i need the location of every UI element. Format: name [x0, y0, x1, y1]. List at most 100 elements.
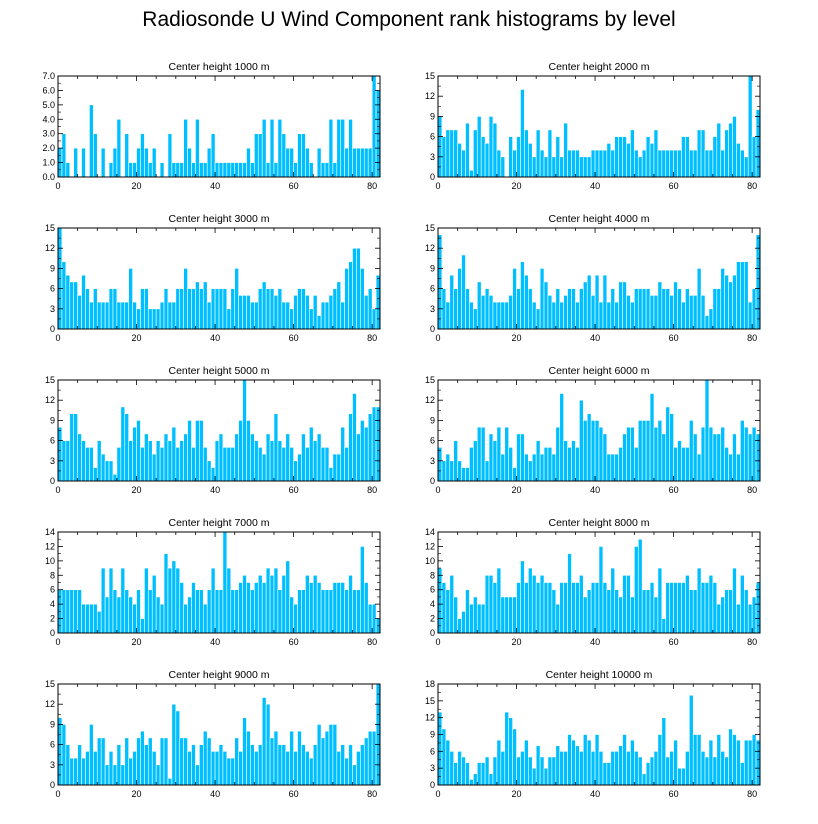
- histogram-bar: [367, 730, 373, 786]
- histogram-bar: [673, 739, 678, 786]
- histogram-bar: [543, 582, 549, 634]
- histogram-bar: [504, 301, 509, 330]
- histogram-bar: [512, 149, 517, 178]
- histogram-bar: [606, 143, 612, 178]
- histogram-bar: [293, 460, 298, 482]
- histogram-bar: [116, 447, 122, 482]
- histogram-bar: [344, 268, 349, 330]
- histogram-bar: [85, 447, 90, 482]
- x-tick-label: 80: [367, 333, 377, 343]
- histogram-bar: [685, 447, 690, 482]
- histogram-bar: [183, 118, 188, 178]
- histogram-bar: [480, 295, 486, 330]
- histogram-bar: [246, 420, 251, 482]
- histogram-bar: [124, 737, 129, 786]
- x-tick-label: 60: [669, 181, 679, 191]
- histogram-bar: [634, 149, 639, 178]
- histogram-bar: [289, 447, 294, 482]
- histogram-bar: [254, 440, 259, 482]
- histogram-bar: [449, 574, 455, 634]
- histogram-bar: [112, 473, 118, 482]
- histogram-bar: [637, 756, 643, 786]
- histogram-bar: [685, 136, 690, 178]
- x-tick-label: 40: [590, 333, 600, 343]
- histogram-bar: [73, 757, 78, 786]
- x-tick-label: 20: [512, 637, 522, 647]
- histogram-bar: [747, 739, 753, 786]
- x-tick-label: 0: [435, 637, 440, 647]
- histogram-bar: [704, 149, 710, 178]
- histogram-bar: [360, 268, 365, 330]
- histogram-bar: [649, 393, 655, 482]
- histogram-bar: [242, 295, 247, 330]
- histogram-bar: [484, 460, 490, 482]
- histogram-bar: [132, 162, 137, 178]
- histogram-bar: [230, 162, 236, 178]
- histogram-bar: [755, 739, 761, 786]
- histogram-bar: [289, 730, 294, 786]
- y-tick-label: 18: [425, 679, 435, 689]
- histogram-panel: Center height 2000 m 0 20 40 60 80 0 3 6 9 12 15: [425, 61, 761, 191]
- histogram-bar: [312, 295, 318, 330]
- y-tick-label: 12: [45, 395, 55, 405]
- histogram-bar: [210, 133, 216, 178]
- histogram-bar: [348, 261, 353, 330]
- x-tick-label: 0: [55, 333, 60, 343]
- histogram-bar: [199, 589, 204, 634]
- y-tick-label: 0: [430, 780, 435, 790]
- x-tick-label: 40: [590, 485, 600, 495]
- histogram-bar: [700, 582, 706, 634]
- histogram-bar: [261, 582, 267, 634]
- histogram-panel: Center height 10000 m 0 20 40 60 80 0 3 6 9 12 15 18: [425, 669, 761, 799]
- y-tick-label: 6: [50, 436, 55, 446]
- histogram-bar: [657, 734, 663, 786]
- histogram-bar: [637, 538, 643, 634]
- histogram-bar: [524, 739, 529, 786]
- histogram-bar: [77, 744, 82, 786]
- histogram-bar: [630, 301, 635, 330]
- histogram-bar: [171, 301, 177, 330]
- histogram-bar: [230, 447, 236, 482]
- histogram-bar: [81, 440, 86, 482]
- histogram-bar: [340, 426, 345, 482]
- histogram-bar: [269, 288, 275, 330]
- histogram-bar: [626, 143, 631, 178]
- histogram-bar: [594, 582, 600, 634]
- histogram-bar: [531, 453, 537, 482]
- x-tick-label: 60: [289, 485, 299, 495]
- histogram-bar: [500, 156, 506, 178]
- histogram-bar: [516, 136, 521, 178]
- histogram-bar: [297, 453, 302, 482]
- histogram-bar: [665, 288, 670, 330]
- histogram-bar: [202, 162, 208, 178]
- histogram-bar: [273, 162, 279, 178]
- histogram-bar: [218, 589, 224, 634]
- histogram-bar: [254, 301, 259, 330]
- histogram-bar: [528, 143, 533, 178]
- histogram-bar: [136, 589, 141, 634]
- histogram-bar: [316, 315, 322, 330]
- y-tick-label: 12: [45, 699, 55, 709]
- histogram-bar: [437, 234, 443, 330]
- histogram-bar: [324, 301, 330, 330]
- histogram-bar: [179, 288, 184, 330]
- histogram-bar: [504, 426, 509, 482]
- histogram-bar: [614, 301, 619, 330]
- histogram-bar: [144, 433, 149, 482]
- panel-title: Center height 3000 m: [169, 213, 270, 225]
- histogram-bar: [108, 751, 114, 786]
- histogram-bar: [586, 274, 592, 330]
- y-tick-label: 8: [50, 570, 55, 580]
- histogram-bar: [500, 453, 506, 482]
- histogram-bar: [626, 574, 631, 634]
- histogram-bar: [269, 118, 275, 178]
- histogram-bar: [528, 756, 533, 786]
- histogram-bar: [132, 301, 137, 330]
- histogram-bar: [728, 728, 733, 786]
- y-tick-label: 0.0: [42, 172, 55, 182]
- histogram-bar: [571, 149, 576, 178]
- histogram-bar: [704, 315, 710, 330]
- histogram-bar: [579, 751, 584, 786]
- histogram-bar: [120, 406, 126, 482]
- histogram-panel: Center height 5000 m 0 20 40 60 80 0 3 6 9 12 15: [45, 365, 381, 495]
